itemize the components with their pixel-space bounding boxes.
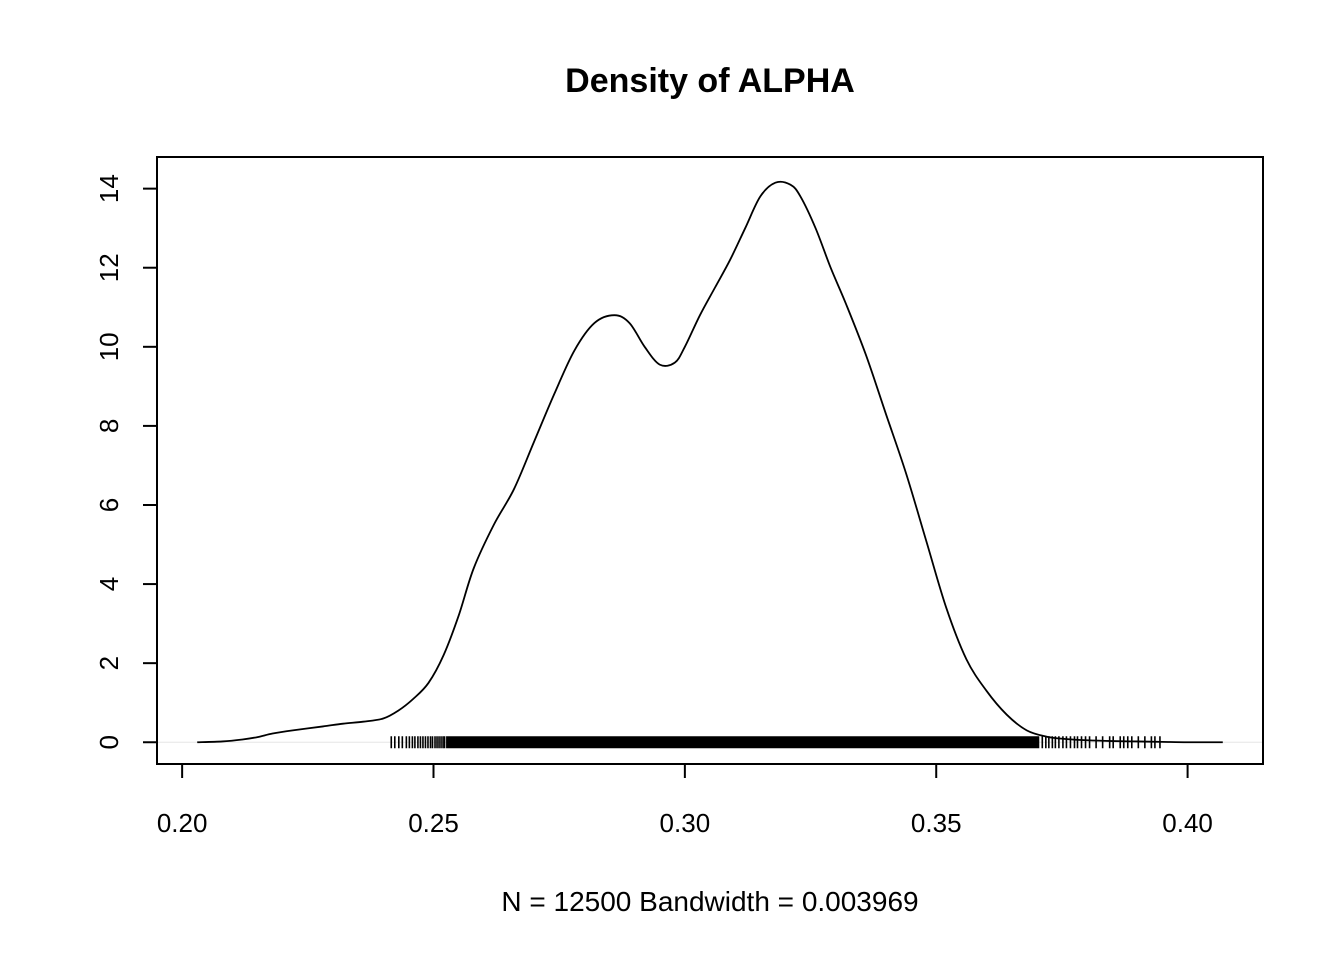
plot-frame: [156, 156, 1264, 765]
y-tick-label: 6: [94, 498, 124, 512]
y-axis: 0 2 4 6 8 10 12 14: [94, 174, 158, 749]
x-tick-label: 0.40: [1162, 808, 1213, 838]
x-tick-label: 0.20: [157, 808, 208, 838]
y-tick-label: 8: [94, 419, 124, 433]
series-layer: [197, 180, 1223, 744]
y-tick-label: 2: [94, 656, 124, 670]
y-tick-label: 14: [94, 174, 124, 203]
rug-dense-band: [446, 736, 1040, 749]
x-axis-label: N = 12500 Bandwidth = 0.003969: [501, 886, 918, 917]
x-tick-label: 0.25: [408, 808, 459, 838]
rug-layer: [390, 736, 1161, 749]
density-curve: [197, 180, 1223, 744]
y-tick-label: 12: [94, 253, 124, 282]
y-tick-label: 4: [94, 577, 124, 591]
x-axis: 0.20 0.25 0.30 0.35 0.40: [157, 763, 1213, 838]
chart-title: Density of ALPHA: [565, 62, 855, 100]
y-tick-label: 0: [94, 735, 124, 749]
y-tick-label: 10: [94, 332, 124, 361]
x-tick-label: 0.30: [660, 808, 711, 838]
x-tick-label: 0.35: [911, 808, 962, 838]
